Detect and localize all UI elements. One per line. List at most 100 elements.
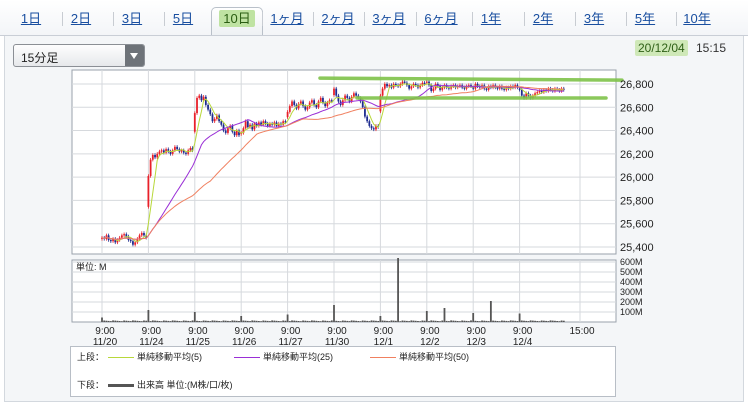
volume-bar [167, 320, 170, 322]
tab-10-years[interactable]: 10年 [676, 8, 714, 30]
chevron-down-icon[interactable] [125, 45, 144, 66]
volume-bar [459, 321, 461, 322]
candle-body [425, 81, 428, 83]
candle-body [211, 114, 214, 122]
volume-bar [182, 320, 185, 322]
candle-body [269, 123, 271, 126]
candle-body [249, 124, 251, 128]
price-tick-label: 25,600 [620, 219, 654, 231]
volume-bar [171, 320, 174, 322]
tab-10-days[interactable]: 10日 [211, 7, 263, 35]
volume-bar [149, 321, 152, 322]
volume-bar [151, 320, 154, 322]
candle-body [445, 85, 448, 88]
volume-bar [207, 320, 209, 322]
volume-bar [534, 320, 536, 322]
volume-bar [209, 321, 212, 322]
candle-body [302, 101, 304, 107]
candle-body [322, 97, 324, 103]
volume-bar [364, 320, 366, 322]
volume-bar [520, 320, 523, 322]
volume-bar [467, 321, 470, 322]
price-tick-label: 26,800 [620, 79, 654, 91]
volume-bar [335, 320, 338, 322]
volume-bar [277, 321, 280, 322]
tab-5-days[interactable]: 5日 [164, 8, 198, 30]
volume-bar [140, 321, 143, 322]
candle-body [286, 111, 289, 118]
candle-body [132, 241, 134, 245]
volume-bar [370, 320, 373, 322]
price-tick-label: 26,200 [620, 149, 654, 161]
volume-bar [472, 313, 475, 322]
volume-tick-label: 200M [620, 297, 643, 307]
candle-body [277, 123, 280, 126]
volume-bar [463, 320, 466, 322]
volume-bar [366, 320, 369, 322]
volume-bar [251, 320, 254, 322]
x-tick-label-time: 9:00 [513, 326, 533, 337]
tab-2-years[interactable]: 2年 [524, 8, 558, 30]
interval-select[interactable]: 15分足 [13, 44, 145, 67]
candle-body [213, 118, 216, 122]
tab-5-years[interactable]: 5年 [626, 8, 660, 30]
volume-bar [160, 321, 163, 322]
candle-body [355, 93, 357, 96]
candle-body [470, 85, 472, 87]
candle-body [167, 149, 170, 152]
volume-bar [512, 320, 514, 322]
x-tick-label-date: 11/20 [93, 337, 118, 348]
candle-body [169, 151, 172, 154]
volume-bar [255, 320, 258, 322]
volume-bar [260, 321, 262, 322]
candle-body [134, 242, 137, 245]
volume-bar [549, 320, 552, 322]
candle-body [193, 113, 196, 132]
candle-body [394, 83, 397, 86]
volume-bar [295, 320, 298, 322]
volume-bar [114, 320, 117, 322]
tab-3-years[interactable]: 3年 [575, 8, 609, 30]
candle-body [350, 96, 353, 102]
candle-body [547, 88, 550, 91]
tab-3-days[interactable]: 3日 [113, 8, 147, 30]
volume-bar [180, 321, 183, 322]
candle-body [538, 90, 541, 93]
tab-1-year[interactable]: 1年 [472, 8, 506, 30]
candle-body [191, 148, 194, 151]
volume-bar [525, 320, 528, 322]
tab-6-months[interactable]: 6ヶ月 [416, 8, 462, 30]
volume-bar [492, 320, 494, 322]
tab-1-month[interactable]: 1ヶ月 [262, 8, 308, 30]
x-tick-label-time: 9:00 [188, 326, 208, 337]
volume-bar [450, 320, 453, 322]
candle-body [543, 89, 545, 93]
tab-1-day[interactable]: 1日 [20, 11, 42, 26]
volume-bar [523, 320, 525, 322]
interval-select-value: 15分足 [21, 51, 59, 65]
candle-body [140, 233, 143, 236]
candle-body [185, 152, 187, 154]
tab-3-months[interactable]: 3ヶ月 [364, 8, 410, 30]
volume-bar [213, 320, 216, 322]
volume-bar [129, 321, 132, 322]
volume-bar [538, 321, 541, 322]
candle-body [120, 235, 123, 238]
tab-2-days[interactable]: 2日 [62, 8, 96, 30]
volume-bar [421, 320, 424, 322]
volume-bar [516, 321, 519, 322]
tab-10-days-label: 10日 [219, 10, 255, 27]
candle-body [224, 130, 227, 133]
volume-bar [315, 320, 318, 322]
volume-bar [558, 321, 561, 322]
legend-item-ma50: 単純移動平均(50) [367, 351, 469, 363]
candle-body [220, 121, 223, 125]
volume-bar [158, 321, 161, 322]
candle-body [235, 130, 238, 136]
tab-2-months[interactable]: 2ヶ月 [313, 8, 359, 30]
volume-bar [337, 321, 340, 322]
candle-body [315, 104, 318, 108]
volume-bar [434, 320, 437, 322]
volume-bar [326, 320, 329, 322]
